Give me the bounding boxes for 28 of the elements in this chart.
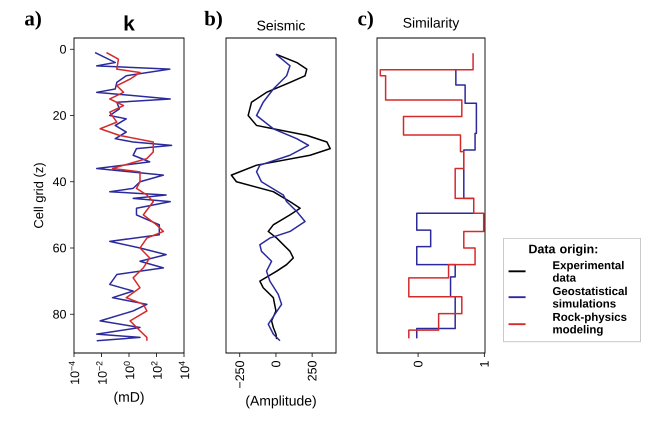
x-tick-label: −250 <box>235 361 244 388</box>
text: c) <box>358 10 373 30</box>
chart-title: Similarity <box>403 17 460 30</box>
y-tick-label: 0 <box>60 44 66 54</box>
legend-title: Data origin: <box>529 244 598 256</box>
x-tick-label: 10$^{−2}$ <box>96 361 107 384</box>
y-axis-title: Cell grid (z) <box>34 163 46 228</box>
x-tick-label: 10$^{0}$ <box>124 361 134 379</box>
x-tick-label: 0 <box>272 361 280 367</box>
y-tick-label: 60 <box>53 244 66 252</box>
x-tick-label: 0 <box>414 361 422 367</box>
x-tick-label: 10$^{−4}$ <box>68 361 80 384</box>
text: Experimental data <box>552 260 624 282</box>
chart-title: Seismic <box>257 20 306 31</box>
x-tick-label: 250 <box>308 361 317 381</box>
y-tick-label: 20 <box>53 111 66 120</box>
x-tick-label: 10$^{4}$ <box>178 361 190 379</box>
text: a) <box>25 10 41 30</box>
y-tick-label: 80 <box>53 310 66 319</box>
text: b) <box>204 10 222 30</box>
legend-label: Geostatistical simulations <box>552 286 627 308</box>
y-tick-label: 40 <box>52 177 66 186</box>
x-tick-label: 1 <box>480 361 489 366</box>
x-axis-title: (mD) <box>114 392 144 405</box>
x-axis-title: (Amplitude) <box>246 395 316 408</box>
text: Rock-physics modeling <box>553 312 626 336</box>
chart-title: k <box>124 15 135 30</box>
x-tick-label: 10$^{2}$ <box>151 361 162 379</box>
